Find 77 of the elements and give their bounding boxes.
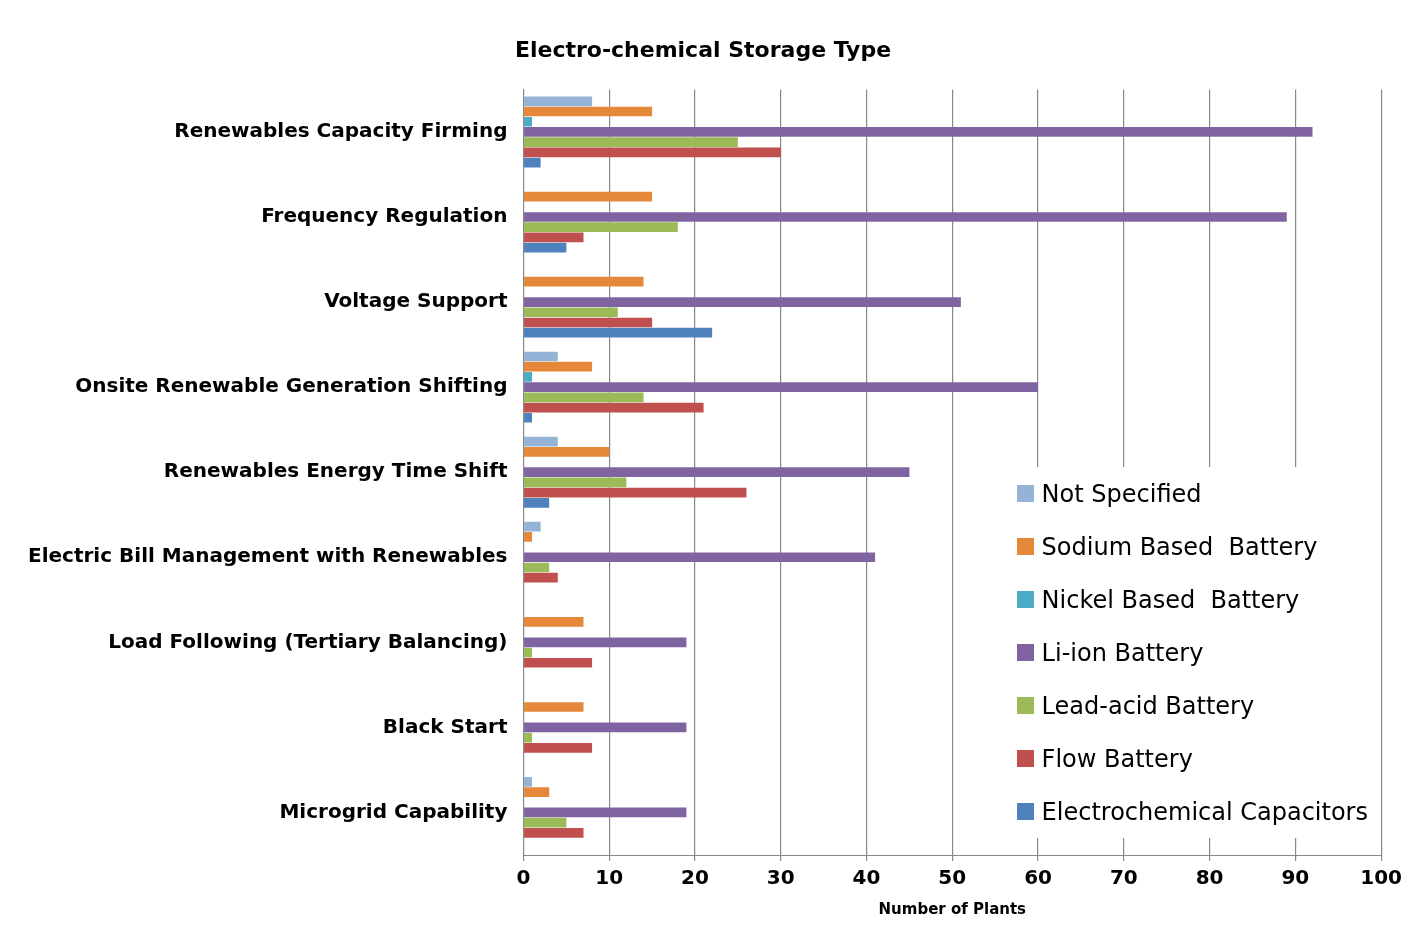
bar <box>524 521 541 532</box>
bar <box>524 412 533 423</box>
bar <box>524 436 558 447</box>
bar <box>524 552 876 563</box>
bar <box>524 657 593 668</box>
y-tick-label: Onsite Renewable Generation Shifting <box>75 373 508 398</box>
bar <box>524 361 593 372</box>
y-tick-label: Black Start <box>382 713 508 738</box>
bar <box>524 497 550 508</box>
bar <box>524 96 593 107</box>
bar <box>524 617 584 627</box>
x-tick-label: 60 <box>1024 865 1052 890</box>
y-tick-label: Electric Bill Management with Renewables <box>27 543 508 568</box>
y-tick-label: Load Following (Tertiary Balancing) <box>108 628 508 653</box>
bar <box>524 351 558 362</box>
bar <box>524 116 533 127</box>
legend-label: Li-ion Battery <box>1041 638 1204 667</box>
bar <box>524 242 567 253</box>
y-tick-label: Voltage Support <box>324 288 508 313</box>
bar <box>524 637 687 648</box>
legend-label: Nickel Based Battery <box>1041 585 1300 614</box>
bar <box>524 776 533 787</box>
y-tick-label: Frequency Regulation <box>261 203 508 228</box>
bar <box>524 446 610 457</box>
x-tick-label: 40 <box>852 865 881 890</box>
bar <box>524 157 541 168</box>
legend-label: Lead-acid Battery <box>1041 691 1255 720</box>
bar <box>524 487 747 498</box>
bar <box>524 817 567 828</box>
x-tick-label: 10 <box>595 865 624 890</box>
x-tick-label: 50 <box>938 865 967 890</box>
bar <box>524 106 653 117</box>
bar <box>524 232 584 243</box>
bar <box>524 147 781 158</box>
bar <box>524 467 910 478</box>
bar <box>524 732 533 743</box>
bar <box>524 327 713 338</box>
y-tick-label: Renewables Capacity Firming <box>174 118 508 143</box>
bar <box>524 276 644 287</box>
bar <box>524 191 653 202</box>
x-tick-label: 30 <box>766 865 795 890</box>
bar <box>524 722 687 733</box>
bar <box>524 127 1313 137</box>
bar <box>524 307 618 318</box>
bar <box>524 477 627 488</box>
bar <box>524 532 533 542</box>
bar <box>524 787 550 797</box>
x-tick-label: 100 <box>1360 865 1402 890</box>
bar <box>524 222 678 233</box>
bar <box>524 647 533 658</box>
x-tick-label: 80 <box>1195 865 1224 890</box>
bar <box>524 297 961 307</box>
x-tick-label: 90 <box>1281 865 1310 890</box>
bar <box>524 137 738 147</box>
y-tick-label: Microgrid Capability <box>279 798 508 823</box>
bar <box>524 317 653 328</box>
bar <box>524 807 687 818</box>
bar <box>524 562 550 573</box>
bar <box>524 392 644 403</box>
x-tick-label: 70 <box>1109 865 1138 890</box>
x-axis-title: Number of Plants <box>878 899 1027 918</box>
legend-label: Electrochemical Capacitors <box>1041 797 1368 826</box>
bar <box>524 742 593 753</box>
legend-label: Sodium Based Battery <box>1041 532 1318 561</box>
bar <box>524 372 533 382</box>
bar <box>524 702 584 712</box>
bar <box>524 572 558 583</box>
x-tick-label: 20 <box>681 865 709 890</box>
legend-label: Flow Battery <box>1041 744 1193 773</box>
legend-label: Not Specified <box>1041 479 1202 508</box>
bar <box>524 402 704 413</box>
bar <box>524 828 584 838</box>
x-tick-label: 0 <box>516 865 531 890</box>
bar <box>524 212 1287 222</box>
bar <box>524 382 1039 392</box>
y-tick-label: Renewables Energy Time Shift <box>163 458 508 483</box>
chart-title: Electro-chemical Storage Type <box>514 36 892 62</box>
